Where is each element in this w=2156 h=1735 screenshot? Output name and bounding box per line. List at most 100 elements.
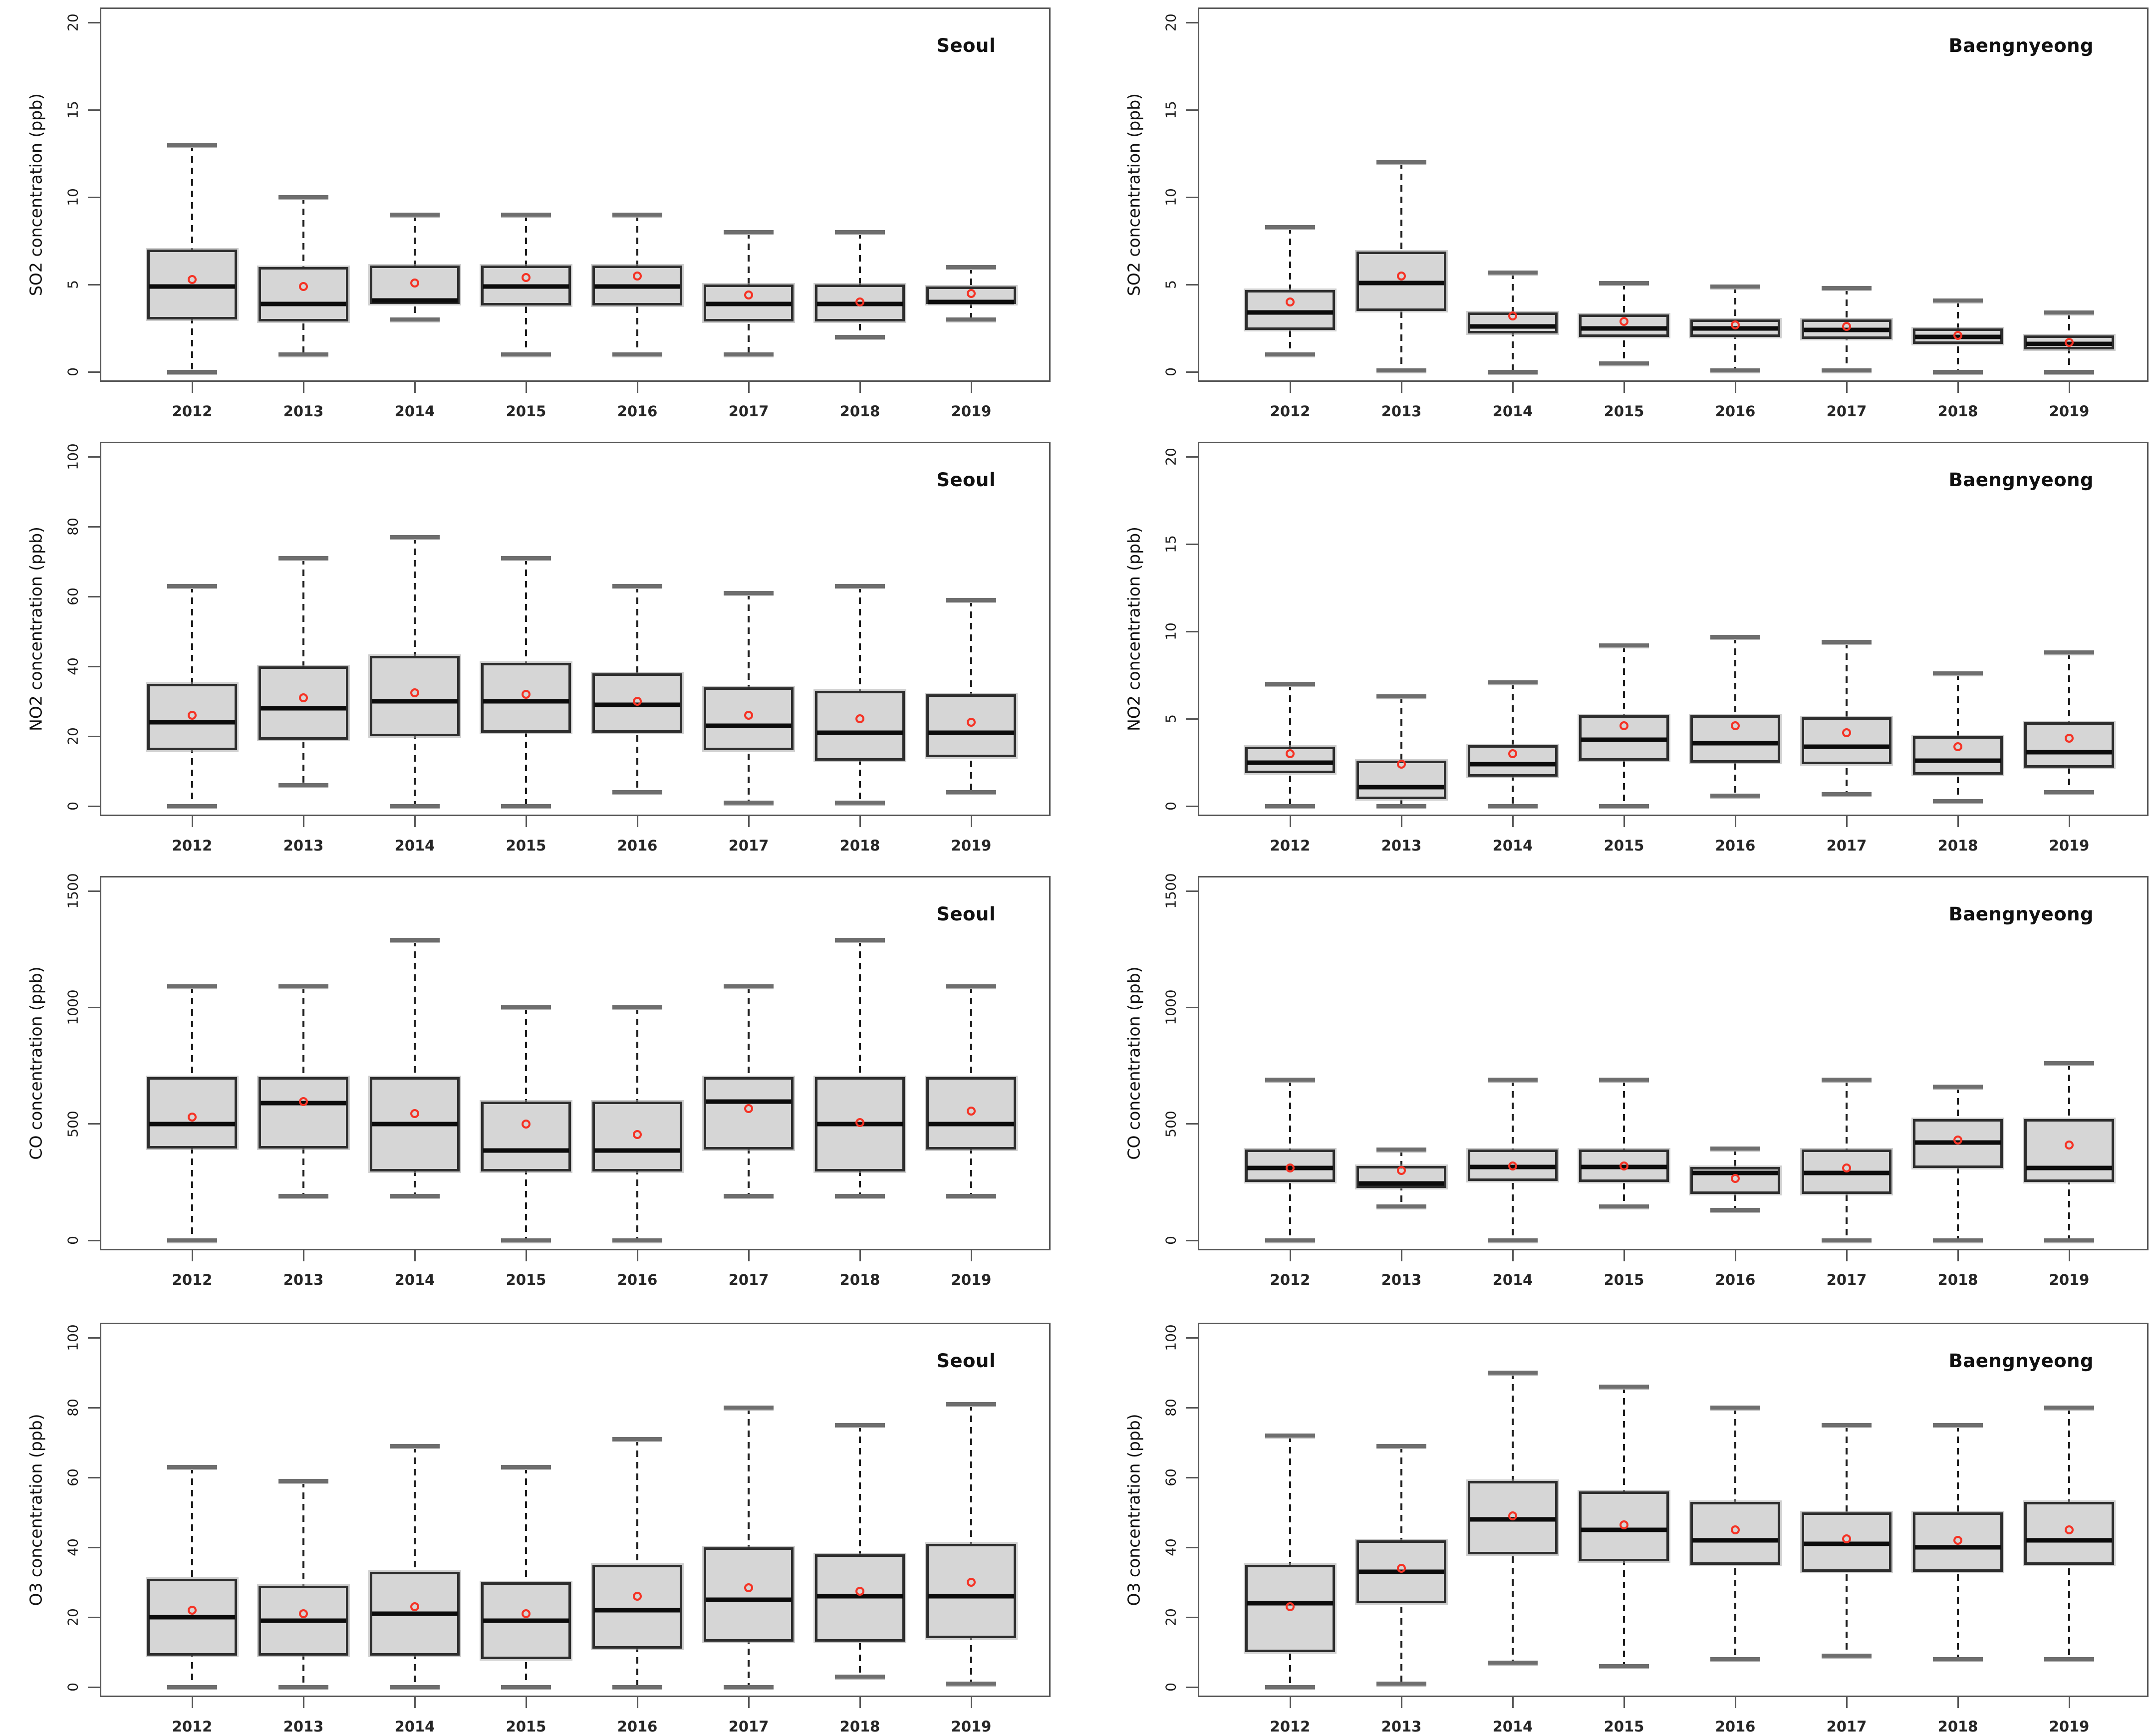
mean-marker — [522, 1119, 531, 1129]
whisker-cap-top — [1599, 281, 1649, 285]
x-tick — [859, 382, 861, 393]
mean-marker — [1953, 1536, 1962, 1545]
mean-marker — [1619, 316, 1628, 326]
whisker-cap-top — [501, 1465, 551, 1469]
whisker-cap-bottom — [1822, 368, 1872, 372]
x-tick-label-2013: 2013 — [283, 1718, 324, 1735]
x-tick-label-2019: 2019 — [2049, 837, 2090, 854]
median-line — [2026, 750, 2112, 754]
whisker-cap-bottom — [2044, 790, 2094, 794]
x-tick — [414, 816, 416, 827]
whisker-line — [636, 1439, 638, 1687]
x-tick — [1623, 382, 1625, 393]
x-tick — [970, 382, 972, 393]
x-tick-label-2013: 2013 — [1381, 1271, 1422, 1288]
y-tick — [88, 1239, 100, 1241]
x-tick — [1289, 1250, 1291, 1261]
x-tick — [970, 1697, 972, 1708]
whisker-cap-top — [1488, 270, 1538, 275]
y-axis-title-so2-seoul: SO2 concentration (ppb) — [26, 93, 46, 296]
median-line — [1581, 326, 1667, 330]
x-tick — [2068, 1697, 2070, 1708]
panel-title-o3-seoul: Seoul — [936, 1350, 996, 1372]
whisker-cap-top — [612, 584, 662, 588]
whisker-cap-bottom — [167, 804, 217, 808]
y-tick — [88, 595, 100, 597]
mean-marker — [1508, 311, 1517, 320]
x-tick — [1846, 1697, 1848, 1708]
whisker-line — [191, 1467, 193, 1687]
whisker-cap-top — [1488, 1371, 1538, 1375]
boxplot-box-2019 — [2024, 1119, 2114, 1182]
x-tick-label-2015: 2015 — [506, 837, 546, 854]
y-tick — [1186, 1006, 1198, 1008]
whisker-line — [1512, 682, 1514, 806]
y-tick-label: 20 — [1162, 13, 1179, 31]
whisker-cap-bottom — [167, 370, 217, 374]
y-tick-label: 40 — [64, 657, 81, 675]
x-tick — [748, 1250, 750, 1261]
whisker-cap-bottom — [390, 804, 440, 808]
whisker-line — [1289, 1436, 1291, 1687]
mean-marker — [1731, 1174, 1740, 1183]
x-tick-label-2015: 2015 — [506, 403, 546, 420]
x-tick-label-2017: 2017 — [728, 1271, 769, 1288]
y-tick — [1186, 718, 1198, 720]
whisker-cap-bottom — [1488, 804, 1538, 808]
y-tick-label: 20 — [64, 13, 81, 31]
y-tick-label: 0 — [64, 1236, 81, 1245]
y-tick — [1186, 1616, 1198, 1618]
whisker-cap-top — [278, 1479, 328, 1483]
whisker-cap-bottom — [835, 801, 885, 805]
x-tick — [1734, 1250, 1736, 1261]
mean-marker — [1397, 1564, 1406, 1573]
whisker-cap-top — [1822, 1423, 1872, 1427]
median-line — [1692, 741, 1778, 746]
whisker-cap-bottom — [1822, 792, 1872, 796]
whisker-cap-bottom — [278, 1685, 328, 1689]
mean-marker — [188, 1112, 197, 1122]
y-tick — [1186, 21, 1198, 23]
x-tick — [414, 1697, 416, 1708]
whisker-cap-bottom — [612, 1685, 662, 1689]
whisker-cap-bottom — [390, 1685, 440, 1689]
y-tick-label: 500 — [1162, 1110, 1179, 1138]
whisker-cap-bottom — [835, 1675, 885, 1679]
mean-marker — [1842, 1163, 1851, 1173]
y-tick-label: 1500 — [1162, 873, 1179, 909]
y-tick-label: 500 — [64, 1110, 81, 1138]
mean-marker — [1619, 1520, 1628, 1529]
x-tick — [1400, 1697, 1402, 1708]
whisker-cap-top — [390, 1444, 440, 1448]
mean-marker — [1286, 749, 1295, 758]
y-tick — [88, 456, 100, 458]
whisker-cap-bottom — [724, 1685, 774, 1689]
whisker-cap-bottom — [1933, 799, 1983, 803]
whisker-cap-bottom — [1710, 368, 1760, 372]
x-tick — [1512, 382, 1514, 393]
y-tick — [1186, 1239, 1198, 1241]
mean-marker — [1731, 320, 1740, 329]
y-tick — [88, 1686, 100, 1688]
x-tick-label-2013: 2013 — [1381, 1718, 1422, 1735]
median-line — [149, 1615, 235, 1620]
whisker-cap-top — [946, 984, 996, 989]
y-tick-label: 10 — [1162, 622, 1179, 640]
whisker-cap-bottom — [390, 317, 440, 321]
x-tick-label-2015: 2015 — [1604, 403, 1644, 420]
x-tick-label-2012: 2012 — [172, 837, 213, 854]
x-tick-label-2012: 2012 — [1270, 403, 1311, 420]
whisker-cap-top — [501, 556, 551, 560]
median-line — [1804, 744, 1889, 749]
y-tick — [88, 196, 100, 198]
panel-title-o3-baengnyeong: Baengnyeong — [1948, 1350, 2094, 1372]
x-tick-label-2018: 2018 — [839, 1271, 880, 1288]
y-axis-title-no2-seoul: NO2 concentration (ppb) — [26, 527, 46, 731]
y-tick-label: 100 — [64, 443, 81, 470]
mean-marker — [1731, 721, 1740, 730]
whisker-cap-top — [1599, 1385, 1649, 1389]
whisker-cap-top — [835, 584, 885, 588]
y-tick — [88, 805, 100, 807]
x-tick — [748, 816, 750, 827]
median-line — [261, 1618, 346, 1623]
